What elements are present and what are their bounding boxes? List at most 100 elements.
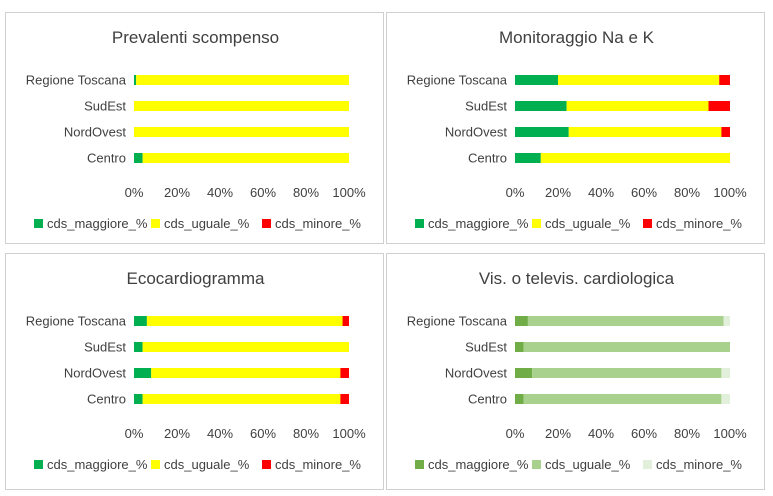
bar-segment (721, 394, 730, 404)
x-tick-label: 100% (332, 426, 366, 441)
x-tick-label: 60% (631, 426, 657, 441)
x-tick-label: 20% (164, 426, 190, 441)
bar-segment (515, 368, 533, 378)
legend-swatch (34, 219, 43, 228)
bar-segment (523, 342, 730, 352)
category-label: Centro (87, 151, 126, 166)
bar-segment (540, 153, 730, 163)
bar-segment (134, 127, 349, 137)
chart-svg-3: Vis. o televis. cardiologica Regione Tosc… (407, 269, 747, 472)
bar-segment (515, 75, 558, 85)
legend-label: cds_uguale_% (545, 216, 631, 231)
category-label: Regione Toscana (407, 73, 508, 88)
bar-segment (708, 101, 730, 111)
bar-segment (523, 394, 722, 404)
x-tick-label: 60% (250, 426, 276, 441)
bar-segment (527, 316, 724, 326)
bar-segment (723, 316, 730, 326)
chart-svg-1: Monitoraggio Na e K Regione Toscana SudEst… (407, 28, 747, 231)
x-tick-label: 100% (332, 185, 366, 200)
bar-segment (340, 368, 349, 378)
chart-panel-0: Prevalenti scompenso Regione Toscana SudEs… (5, 12, 384, 244)
x-tick-label: 40% (207, 426, 233, 441)
bar-segment (134, 101, 349, 111)
chart-title: Prevalenti scompenso (112, 28, 279, 47)
bar-segment (134, 316, 147, 326)
category-label: NordOvest (445, 125, 508, 140)
legend-label: cds_minore_% (656, 216, 742, 231)
bar-segment (515, 394, 524, 404)
chart-title: Ecocardiogramma (127, 269, 265, 288)
legend-label: cds_uguale_% (164, 457, 250, 472)
bar-segment (515, 127, 569, 137)
bar-segment (558, 75, 720, 85)
bar-segment (340, 394, 349, 404)
category-label: Centro (468, 392, 507, 407)
x-tick-label: 80% (674, 185, 700, 200)
category-label: Centro (468, 151, 507, 166)
x-tick-label: 40% (207, 185, 233, 200)
x-tick-label: 80% (674, 426, 700, 441)
legend-swatch (643, 460, 652, 469)
chart-title: Monitoraggio Na e K (499, 28, 655, 47)
category-label: NordOvest (64, 366, 127, 381)
legend-label: cds_minore_% (656, 457, 742, 472)
bar-segment (134, 394, 143, 404)
category-label: Regione Toscana (407, 314, 508, 329)
bar-segment (719, 75, 730, 85)
bar-segment (134, 75, 137, 85)
legend-swatch (151, 460, 160, 469)
legend-label: cds_maggiore_% (47, 457, 148, 472)
bar-segment (342, 316, 349, 326)
x-tick-label: 20% (545, 185, 571, 200)
category-label: SudEst (465, 99, 507, 114)
bar-segment (134, 342, 143, 352)
legend-label: cds_minore_% (275, 457, 361, 472)
bar-segment (142, 342, 349, 352)
legend-label: cds_minore_% (275, 216, 361, 231)
bar-segment (134, 368, 152, 378)
x-tick-label: 80% (293, 185, 319, 200)
legend-label: cds_uguale_% (164, 216, 250, 231)
x-tick-label: 60% (250, 185, 276, 200)
x-tick-label: 80% (293, 426, 319, 441)
bar-segment (134, 153, 143, 163)
bar-segment (568, 127, 722, 137)
bar-segment (566, 101, 709, 111)
x-tick-label: 0% (125, 185, 144, 200)
legend-label: cds_maggiore_% (428, 457, 529, 472)
category-label: SudEst (84, 340, 126, 355)
x-tick-label: 60% (631, 185, 657, 200)
legend-swatch (34, 460, 43, 469)
legend-swatch (262, 460, 271, 469)
bar-segment (136, 75, 349, 85)
category-label: NordOvest (445, 366, 508, 381)
legend-swatch (415, 219, 424, 228)
legend-label: cds_uguale_% (545, 457, 631, 472)
bar-segment (151, 368, 341, 378)
category-label: SudEst (84, 99, 126, 114)
category-label: SudEst (465, 340, 507, 355)
bar-segment (515, 101, 567, 111)
x-tick-label: 100% (713, 185, 747, 200)
bar-segment (515, 153, 541, 163)
bar-segment (146, 316, 343, 326)
legend-swatch (262, 219, 271, 228)
legend-swatch (643, 219, 652, 228)
bar-segment (142, 394, 341, 404)
chart-panel-1: Monitoraggio Na e K Regione Toscana SudEst… (386, 12, 765, 244)
legend-swatch (532, 219, 541, 228)
category-label: Regione Toscana (26, 314, 127, 329)
x-tick-label: 0% (506, 185, 525, 200)
bar-segment (142, 153, 349, 163)
x-tick-label: 20% (545, 426, 571, 441)
bar-segment (532, 368, 722, 378)
chart-panel-2: Ecocardiogramma Regione Toscana SudEst Nord… (5, 253, 384, 490)
category-label: NordOvest (64, 125, 127, 140)
x-tick-label: 0% (506, 426, 525, 441)
bar-segment (721, 127, 730, 137)
x-tick-label: 0% (125, 426, 144, 441)
bar-segment (515, 316, 528, 326)
chart-svg-2: Ecocardiogramma Regione Toscana SudEst Nord… (26, 269, 366, 472)
chart-title: Vis. o televis. cardiologica (479, 269, 675, 288)
